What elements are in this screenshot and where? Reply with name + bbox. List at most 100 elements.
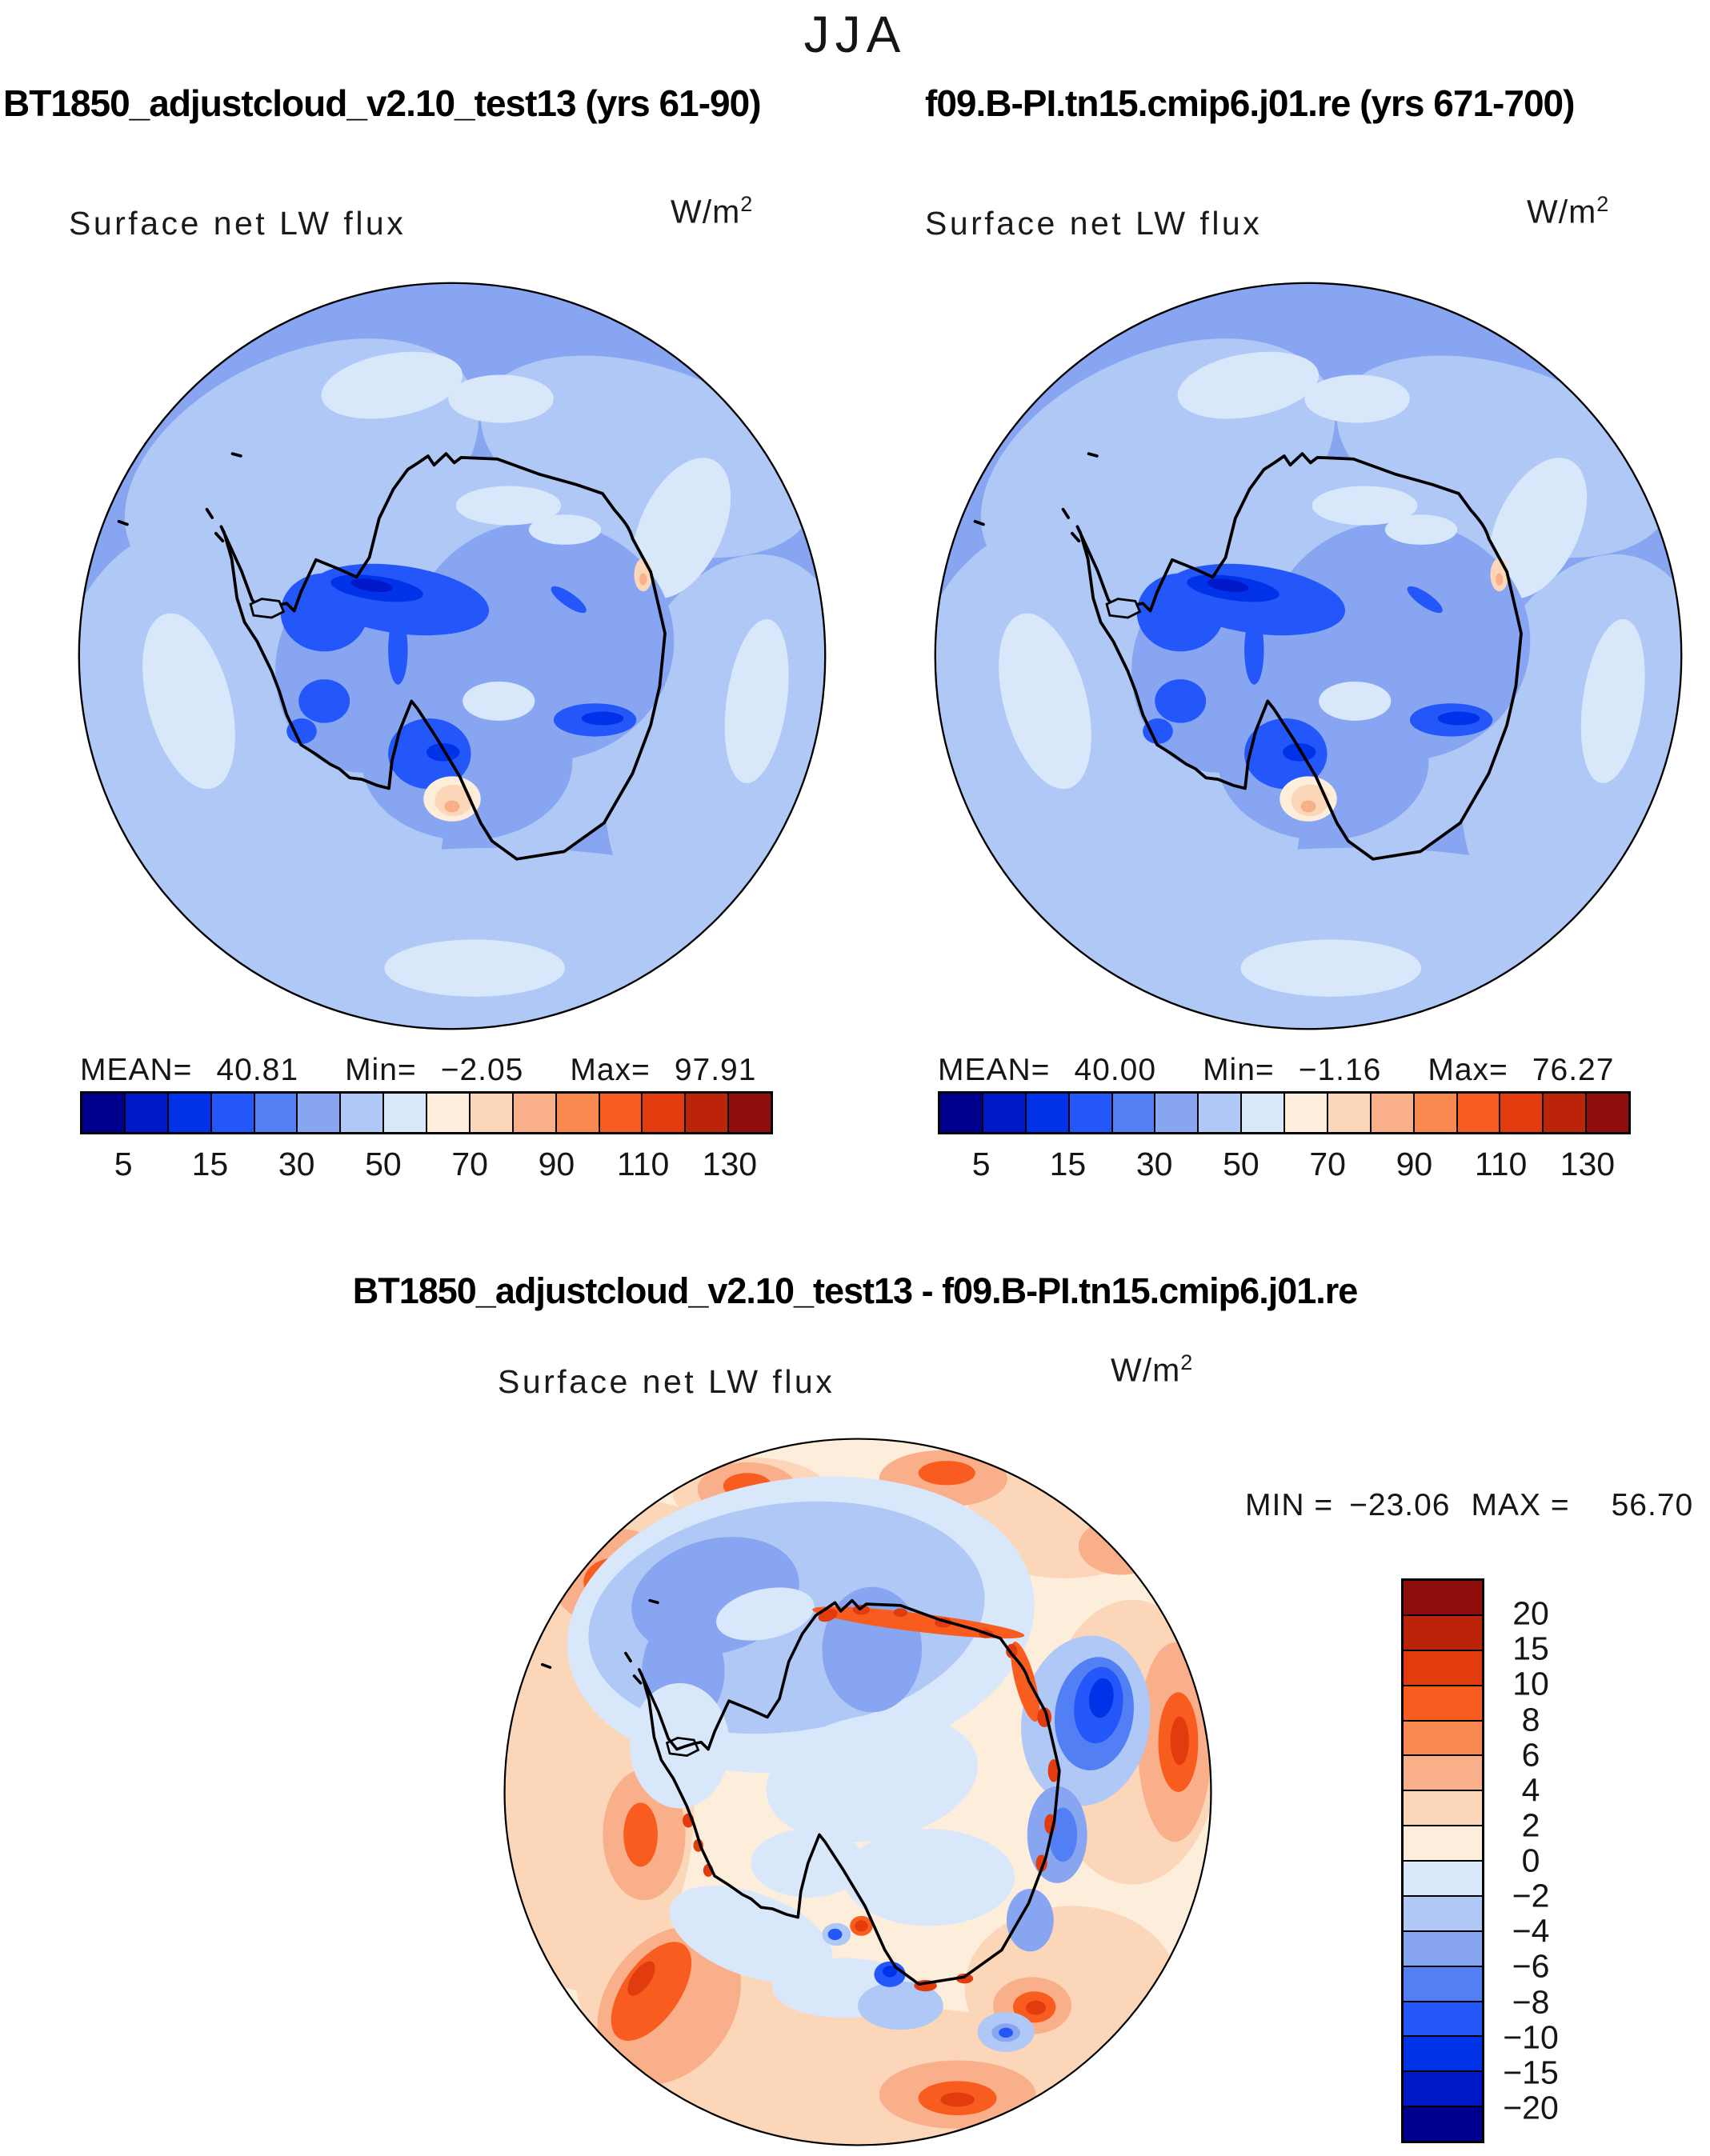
colorbar-box (1404, 1826, 1482, 1862)
diff-field-label: Surface net LW flux (498, 1363, 835, 1400)
diff-colorbar (1401, 1578, 1484, 2143)
colorbar-box (1404, 2002, 1482, 2038)
colorbar-box (513, 1094, 557, 1132)
colorbar-box (1404, 1791, 1482, 1827)
colorbar-tick-label: 15 (1512, 1630, 1549, 1667)
right-mean-value: 40.00 (1074, 1053, 1157, 1087)
colorbar-tick-label: −10 (1503, 2018, 1559, 2056)
colorbar-box (1404, 1615, 1482, 1651)
colorbar-box (1544, 1094, 1588, 1132)
colorbar-box (168, 1094, 212, 1132)
colorbar-tick-label: 130 (702, 1146, 758, 1182)
colorbar-tick-label: 90 (1396, 1146, 1433, 1182)
colorbar-box (1404, 2037, 1482, 2073)
colorbar-tick-label: 30 (278, 1146, 315, 1182)
colorbar-tick-label: 50 (1223, 1146, 1259, 1182)
colorbar-box (1069, 1094, 1113, 1132)
left-max-label: Max= (570, 1053, 651, 1087)
colorbar-tick-label: 110 (616, 1146, 670, 1182)
left-mean-value: 40.81 (216, 1053, 299, 1087)
right-min-label: Min= (1203, 1053, 1275, 1087)
right-max-value: 76.27 (1532, 1053, 1615, 1087)
left-units-exp: 2 (740, 192, 754, 216)
colorbar-box (1404, 1686, 1482, 1722)
colorbar-tick-label: 70 (451, 1146, 488, 1182)
right-max-label: Max= (1428, 1053, 1508, 1087)
colorbar-box (1155, 1094, 1199, 1132)
left-stats-row: MEAN= 40.81 Min= −2.05 Max= 97.91 (80, 1053, 756, 1088)
colorbar-box (1026, 1094, 1070, 1132)
diff-units-exp: 2 (1180, 1350, 1194, 1374)
colorbar-box (470, 1094, 514, 1132)
colorbar-box (1404, 2072, 1482, 2108)
right-run-title: f09.B-PI.tn15.cmip6.j01.re (yrs 671-700) (925, 82, 1575, 124)
left-max-value: 97.91 (674, 1053, 757, 1087)
left-field-label: Surface net LW flux (69, 205, 406, 242)
colorbar-tick-label: 8 (1521, 1701, 1540, 1738)
colorbar-tick-label: 2 (1521, 1806, 1540, 1844)
colorbar-box (1112, 1094, 1156, 1132)
colorbar-box (1587, 1094, 1628, 1132)
colorbar-tick-label: −6 (1512, 1947, 1550, 1985)
right-flux-map (932, 280, 1684, 1032)
diff-max-label: MAX = (1471, 1488, 1570, 1522)
colorbar-tick-label: −15 (1503, 2054, 1559, 2091)
colorbar-tick-label: 70 (1309, 1146, 1346, 1182)
colorbar-box (82, 1094, 126, 1132)
colorbar-tick-label: 110 (1474, 1146, 1528, 1182)
colorbar-box (556, 1094, 600, 1132)
colorbar-box (1328, 1094, 1372, 1132)
colorbar-tick-label: 5 (114, 1146, 133, 1182)
colorbar-box (1404, 1581, 1482, 1616)
colorbar-box (940, 1094, 983, 1132)
difference-map (502, 1436, 1214, 2148)
diff-units-base: W/m (1111, 1351, 1181, 1389)
colorbar-box (599, 1094, 643, 1132)
left-mean-label: MEAN= (80, 1053, 193, 1087)
colorbar-box (1199, 1094, 1243, 1132)
colorbar-tick-label: 20 (1512, 1594, 1549, 1632)
colorbar-box (298, 1094, 342, 1132)
right-min-value: −1.16 (1298, 1053, 1382, 1087)
colorbar-tick-label: 90 (538, 1146, 575, 1182)
colorbar-tick-label: 4 (1521, 1771, 1540, 1809)
colorbar-box (384, 1094, 427, 1132)
diff-colorbar-ticks: 20 15 10 8 6 4 2 0 −2 −4 −6 −8 −10 −15 −20 (1483, 1578, 1579, 2143)
colorbar-box (341, 1094, 385, 1132)
right-units-base: W/m (1527, 193, 1597, 230)
colorbar-tick-label: 50 (365, 1146, 402, 1182)
diff-min-value: −23.06 (1349, 1488, 1451, 1522)
right-units-exp: 2 (1596, 192, 1610, 216)
colorbar-box (1404, 1966, 1482, 2002)
colorbar-box (1457, 1094, 1501, 1132)
right-mean-label: MEAN= (938, 1053, 1051, 1087)
colorbar-box (1404, 1721, 1482, 1757)
season-title: JJA (803, 6, 907, 63)
colorbar-box (125, 1094, 169, 1132)
right-units-label: W/m2 (1527, 192, 1609, 231)
right-stats-row: MEAN= 40.00 Min= −1.16 Max= 76.27 (938, 1053, 1614, 1088)
colorbar-box (427, 1094, 471, 1132)
colorbar-tick-label: −8 (1512, 1983, 1550, 2020)
colorbar-tick-label: 0 (1521, 1842, 1540, 1879)
colorbar-tick-label: 5 (971, 1146, 991, 1182)
colorbar-box (729, 1094, 771, 1132)
left-flux-map (76, 280, 828, 1032)
colorbar-box (254, 1094, 298, 1132)
colorbar-box (211, 1094, 255, 1132)
right-colorbar (938, 1091, 1631, 1134)
diff-minmax-row: MIN = −23.06 MAX = 56.70 (1245, 1488, 1693, 1523)
colorbar-box (1404, 1756, 1482, 1792)
diff-units-label: W/m2 (1111, 1350, 1193, 1390)
colorbar-tick-label: −2 (1512, 1877, 1550, 1914)
diff-min-label: MIN = (1245, 1488, 1334, 1522)
colorbar-box (1404, 1896, 1482, 1932)
left-min-label: Min= (345, 1053, 417, 1087)
left-min-value: −2.05 (440, 1053, 524, 1087)
colorbar-box (983, 1094, 1027, 1132)
colorbar-tick-label: 15 (191, 1146, 229, 1182)
colorbar-tick-label: 130 (1560, 1146, 1616, 1182)
right-field-label: Surface net LW flux (925, 205, 1263, 242)
colorbar-box (1404, 1931, 1482, 1967)
